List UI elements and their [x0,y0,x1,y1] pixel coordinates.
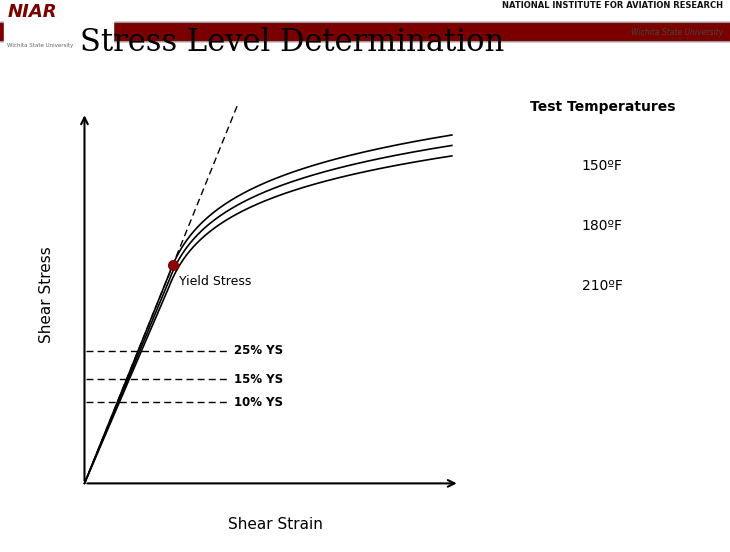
Text: Yield Stress: Yield Stress [180,275,252,288]
Text: 180ºF: 180ºF [582,219,623,233]
Text: Wichita State University: Wichita State University [7,43,74,48]
Text: Wichita State University: Wichita State University [631,28,723,37]
Text: Shear Strain: Shear Strain [228,517,323,533]
Text: Test Temperatures: Test Temperatures [529,100,675,114]
Text: NIAR: NIAR [7,3,57,21]
Text: 210ºF: 210ºF [582,279,623,293]
Text: NATIONAL INSTITUTE FOR AVIATION RESEARCH: NATIONAL INSTITUTE FOR AVIATION RESEARCH [502,1,723,10]
Text: 10% YS: 10% YS [234,396,283,408]
Text: 15% YS: 15% YS [234,373,283,386]
Bar [4,2,113,44]
Bar [0,22,730,41]
Text: Stress Level Determination: Stress Level Determination [80,27,504,58]
Text: 25% YS: 25% YS [234,344,283,357]
Text: 150ºF: 150ºF [582,159,623,173]
Text: Shear Stress: Shear Stress [39,246,54,342]
